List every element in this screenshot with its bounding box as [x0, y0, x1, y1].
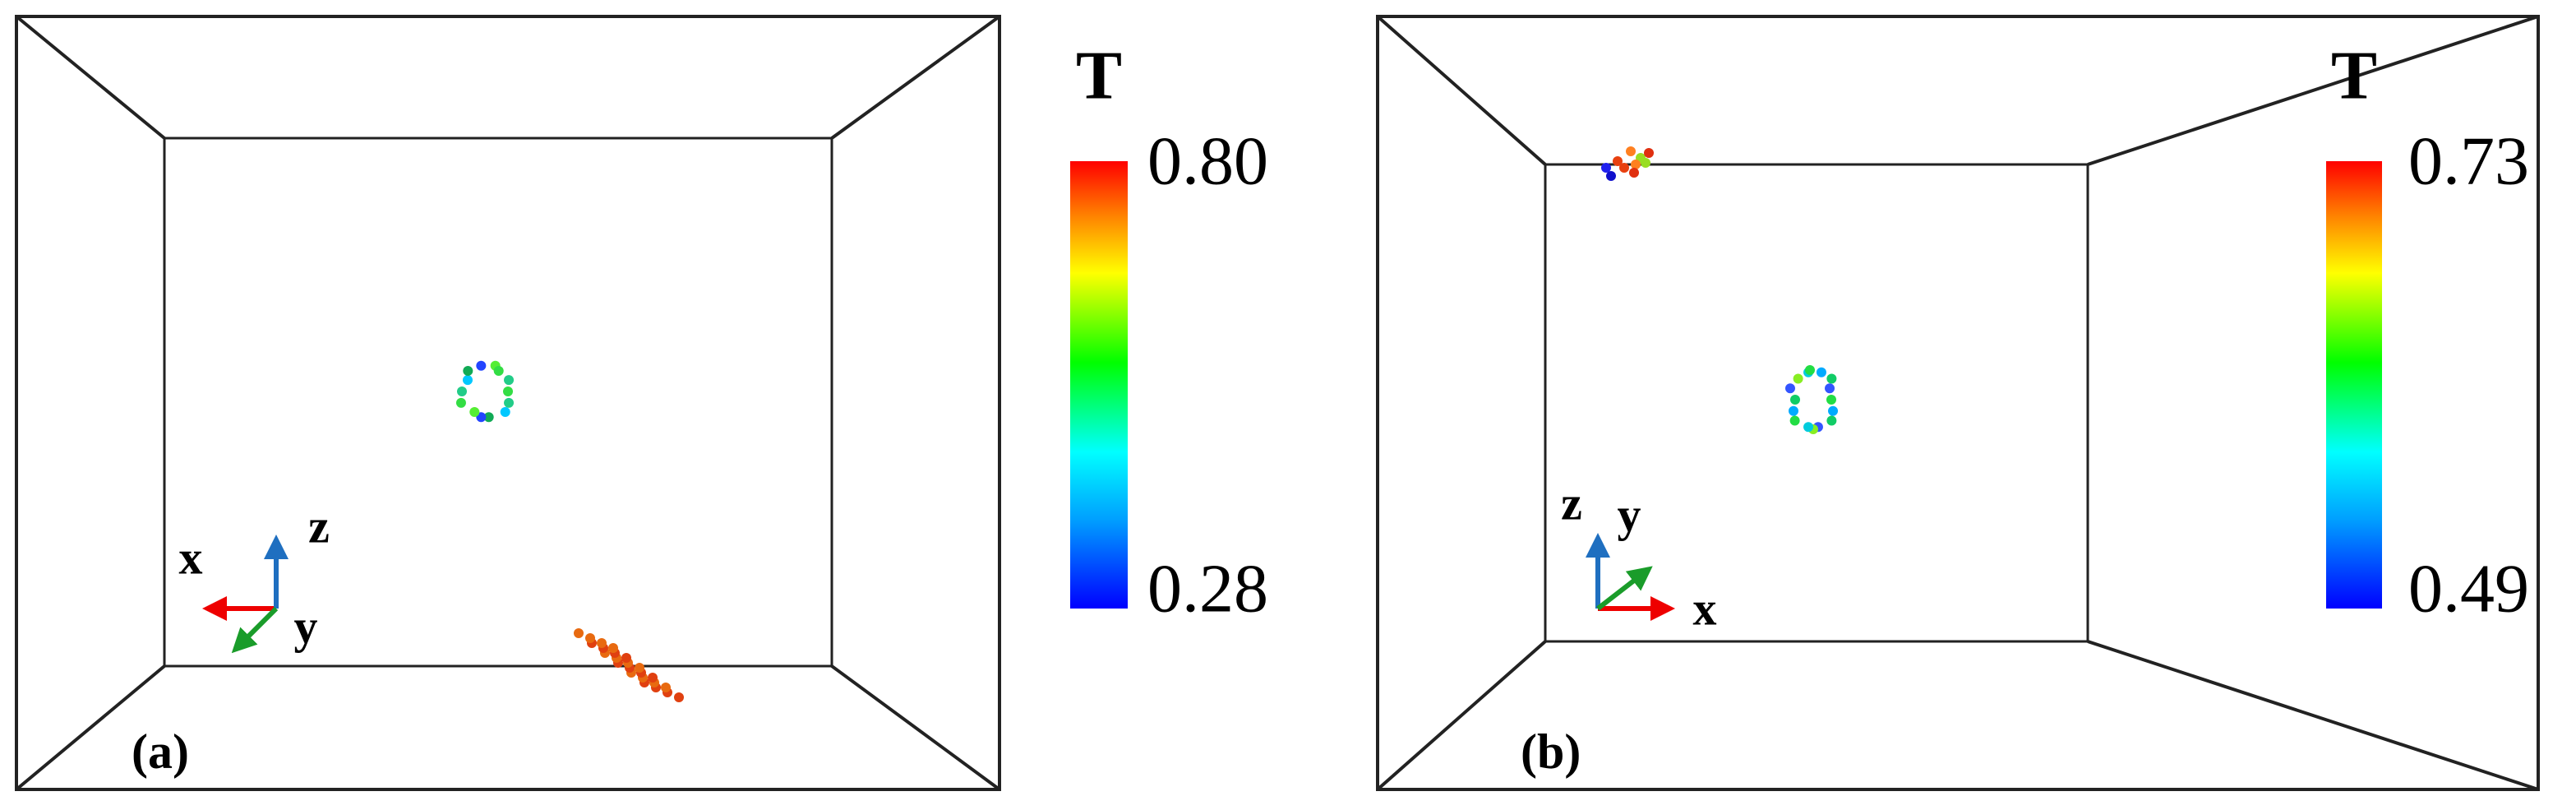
particle — [1816, 367, 1826, 377]
particle — [463, 365, 473, 376]
particle — [469, 407, 480, 418]
box-a — [15, 15, 1001, 791]
colorbar-title: T — [2331, 37, 2377, 113]
panel-label: (a) — [132, 724, 189, 779]
colorbar — [1070, 161, 1128, 609]
axis-label: x — [1693, 581, 1717, 635]
colorbar — [2326, 161, 2382, 609]
colorbar-title: T — [1076, 37, 1122, 113]
particle — [1606, 171, 1616, 181]
particle — [1631, 160, 1641, 169]
axis-label: z — [1561, 476, 1582, 530]
axis-triad — [1586, 533, 1675, 621]
particle — [648, 673, 658, 683]
axis-label: y — [1618, 488, 1641, 541]
particle — [1793, 373, 1803, 384]
particle — [1825, 383, 1835, 394]
particle — [504, 375, 515, 386]
particle — [476, 360, 487, 371]
particle — [1789, 415, 1800, 426]
particle — [674, 692, 684, 702]
particle — [661, 683, 671, 692]
particle — [1619, 163, 1629, 173]
axis-label: y — [294, 599, 318, 653]
particle — [1828, 405, 1839, 416]
particle — [503, 386, 513, 396]
particle — [621, 653, 631, 663]
particle — [597, 638, 607, 648]
colorbar-min: 0.49 — [2408, 550, 2529, 627]
particle — [1826, 395, 1836, 405]
colorbar-max: 0.80 — [1147, 123, 1268, 199]
particle — [1805, 365, 1815, 375]
particle — [1803, 422, 1814, 433]
axis-triad — [202, 535, 289, 654]
colorbar-min: 0.28 — [1147, 550, 1268, 627]
particle — [462, 375, 473, 386]
particle — [455, 397, 466, 408]
panel-label: (b) — [1521, 724, 1581, 779]
particle — [574, 628, 584, 638]
particle — [1629, 168, 1639, 178]
particle — [504, 397, 515, 408]
particle — [1644, 148, 1654, 158]
particle — [1826, 415, 1837, 426]
particles — [455, 146, 1839, 702]
particle — [1788, 405, 1798, 416]
box-b — [1376, 15, 2540, 791]
particle — [1613, 156, 1623, 166]
particle — [608, 643, 618, 653]
axis-label: z — [308, 499, 330, 553]
particle — [1626, 146, 1636, 156]
particle — [1641, 158, 1650, 168]
particle — [1784, 383, 1795, 394]
particle — [493, 365, 504, 376]
particle — [585, 633, 595, 643]
particle — [635, 663, 644, 673]
particle — [457, 386, 467, 396]
particle — [1790, 395, 1800, 405]
particle — [500, 407, 510, 418]
particle — [1601, 163, 1611, 173]
axis-label: x — [179, 530, 203, 584]
particle — [483, 412, 494, 423]
colorbar-max: 0.73 — [2408, 123, 2529, 199]
particle — [1826, 373, 1837, 384]
